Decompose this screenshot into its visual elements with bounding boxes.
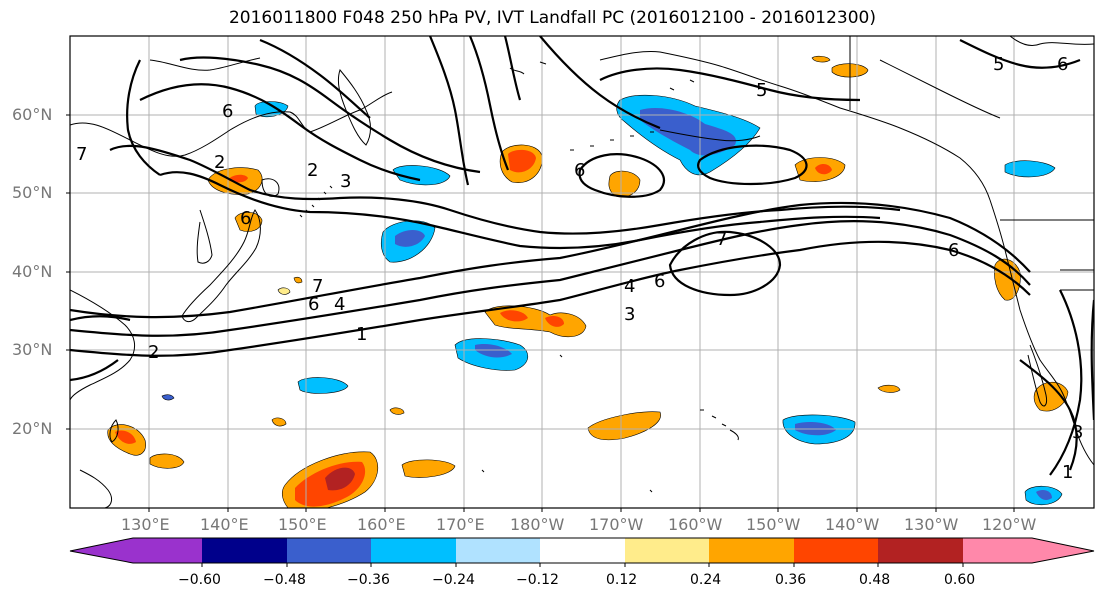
lon-label: 140°W	[825, 515, 880, 534]
contour-label: 1	[356, 324, 367, 345]
colorbar-tick-label: 0.36	[775, 572, 807, 588]
contour-label: 2	[214, 152, 225, 173]
colorbar-swatch	[625, 538, 709, 563]
plot-area: 6 2 3 5 5 6 6 7 6 4 3 6 7 6 4 1 2 1 3 2 …	[70, 36, 1094, 508]
contour-labels: 6 2 3 5 5 6 6 7 6 4 3 6 7 6 4 1 2 1 3 2 …	[76, 54, 1083, 483]
colorbar-tick-label: 0.12	[606, 572, 638, 588]
lon-label: 140°E	[200, 515, 249, 534]
colorbar-tick-label: −0.12	[516, 572, 559, 588]
contour-label: 4	[624, 276, 635, 297]
contour-label: 1	[1062, 462, 1073, 483]
pv-contours	[70, 36, 1094, 476]
contour-label: 2	[307, 160, 318, 181]
contour-label: 3	[624, 304, 635, 325]
contour-label: 4	[334, 294, 345, 315]
lat-label: 20°N	[12, 419, 53, 438]
contour-label: 3	[1072, 422, 1083, 443]
lon-label: 120°W	[982, 515, 1037, 534]
contour-label: 7	[716, 229, 727, 250]
colorbar-tick-label: 0.24	[690, 572, 722, 588]
colorbar-swatch	[540, 538, 625, 563]
contour-label: 6	[222, 101, 233, 122]
lon-label: 160°W	[668, 515, 723, 534]
lat-label: 30°N	[12, 340, 53, 359]
lon-label: 150°W	[746, 515, 801, 534]
colorbar-swatch	[709, 538, 794, 563]
colorbar-swatch	[287, 538, 371, 563]
colorbar-tick-label: 0.60	[944, 572, 976, 588]
lon-label: 150°E	[278, 515, 327, 534]
contour-label: 3	[340, 171, 351, 192]
axis-ticks	[66, 114, 1015, 512]
lon-label: 160°E	[357, 515, 406, 534]
colorbar-tick-label: −0.48	[263, 572, 306, 588]
lon-label: 170°W	[589, 515, 644, 534]
contour-label: 5	[756, 80, 767, 101]
lon-label: 170°E	[436, 515, 485, 534]
contour-label: 2	[148, 342, 159, 363]
graticule	[70, 36, 1094, 508]
map-title: 2016011800 F048 250 hPa PV, IVT Landfall…	[228, 8, 876, 28]
contour-label: 7	[76, 144, 87, 165]
contour-label: 6	[1057, 54, 1068, 75]
colorbar-swatch	[878, 538, 963, 563]
lat-label: 50°N	[12, 183, 53, 202]
contour-label: 6	[308, 294, 319, 315]
lat-label: 40°N	[12, 262, 53, 281]
colorbar-swatch	[202, 538, 287, 563]
colorbar-swatch	[963, 538, 1094, 563]
contour-label: 5	[993, 54, 1004, 75]
lon-label: 130°E	[121, 515, 170, 534]
contour-label: 6	[574, 160, 585, 181]
contour-label: 7	[312, 276, 323, 297]
lon-label: 180°W	[510, 515, 565, 534]
colorbar-swatch	[371, 538, 456, 563]
colorbar	[69, 537, 1095, 567]
colorbar-tick-label: −0.24	[432, 572, 475, 588]
colorbar-tick-label: −0.36	[347, 572, 390, 588]
contour-label: 6	[948, 240, 959, 261]
colorbar-swatch	[70, 538, 202, 563]
contour-label: 6	[240, 208, 251, 229]
colorbar-swatch	[456, 538, 540, 563]
colorbar-tick-label: −0.60	[178, 572, 221, 588]
colorbar-tick-label: 0.48	[859, 572, 891, 588]
lon-label: 130°W	[904, 515, 959, 534]
pv-fill-patches	[107, 55, 1069, 508]
contour-label: 6	[654, 271, 665, 292]
lat-label: 60°N	[12, 105, 53, 124]
colorbar-swatch	[794, 538, 878, 563]
